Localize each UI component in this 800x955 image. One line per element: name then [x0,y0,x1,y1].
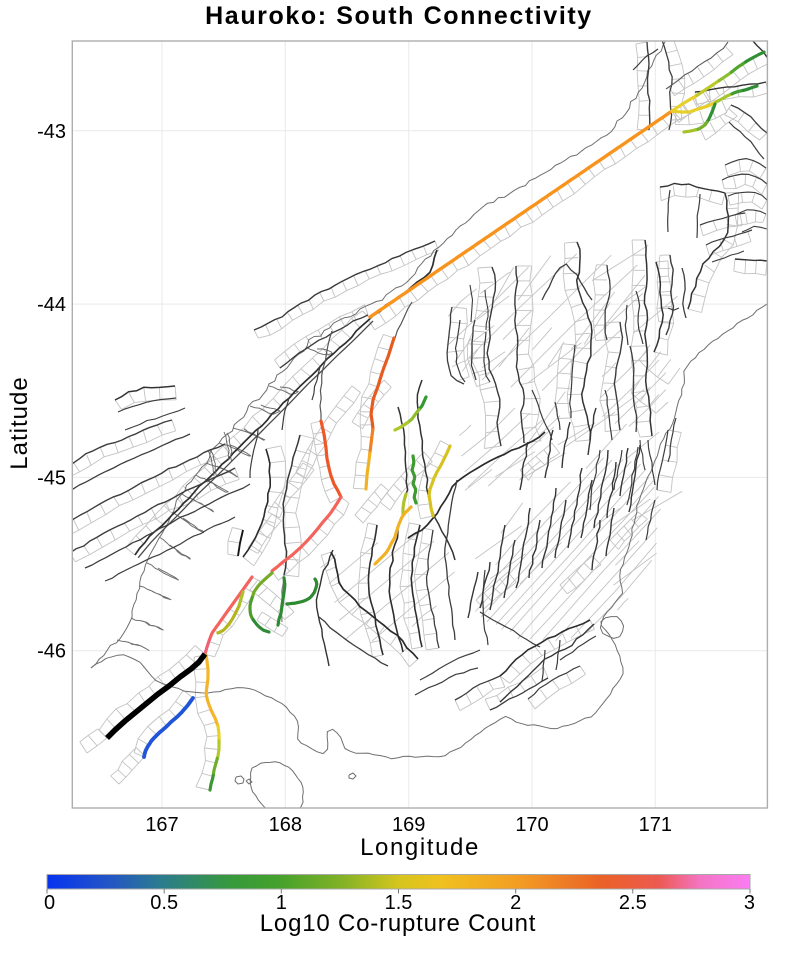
svg-text:0.5: 0.5 [150,892,178,914]
svg-text:170: 170 [515,814,548,836]
svg-text:0: 0 [44,892,55,914]
svg-text:3: 3 [744,892,755,914]
svg-text:Latitude: Latitude [6,376,33,469]
svg-text:Hauroko: South Connectivity: Hauroko: South Connectivity [205,2,593,30]
svg-text:171: 171 [639,814,672,836]
svg-text:168: 168 [269,814,302,836]
svg-text:2: 2 [510,892,521,914]
svg-text:1: 1 [276,892,287,914]
svg-text:-43: -43 [37,121,66,143]
svg-text:Log10 Co-rupture Count: Log10 Co-rupture Count [260,910,536,937]
svg-text:Longitude: Longitude [360,834,480,861]
svg-text:-44: -44 [37,294,66,316]
svg-text:-46: -46 [37,641,66,663]
svg-text:-45: -45 [37,467,66,489]
svg-text:1.5: 1.5 [385,892,413,914]
svg-text:169: 169 [392,814,425,836]
svg-text:167: 167 [145,814,178,836]
svg-text:2.5: 2.5 [619,892,647,914]
